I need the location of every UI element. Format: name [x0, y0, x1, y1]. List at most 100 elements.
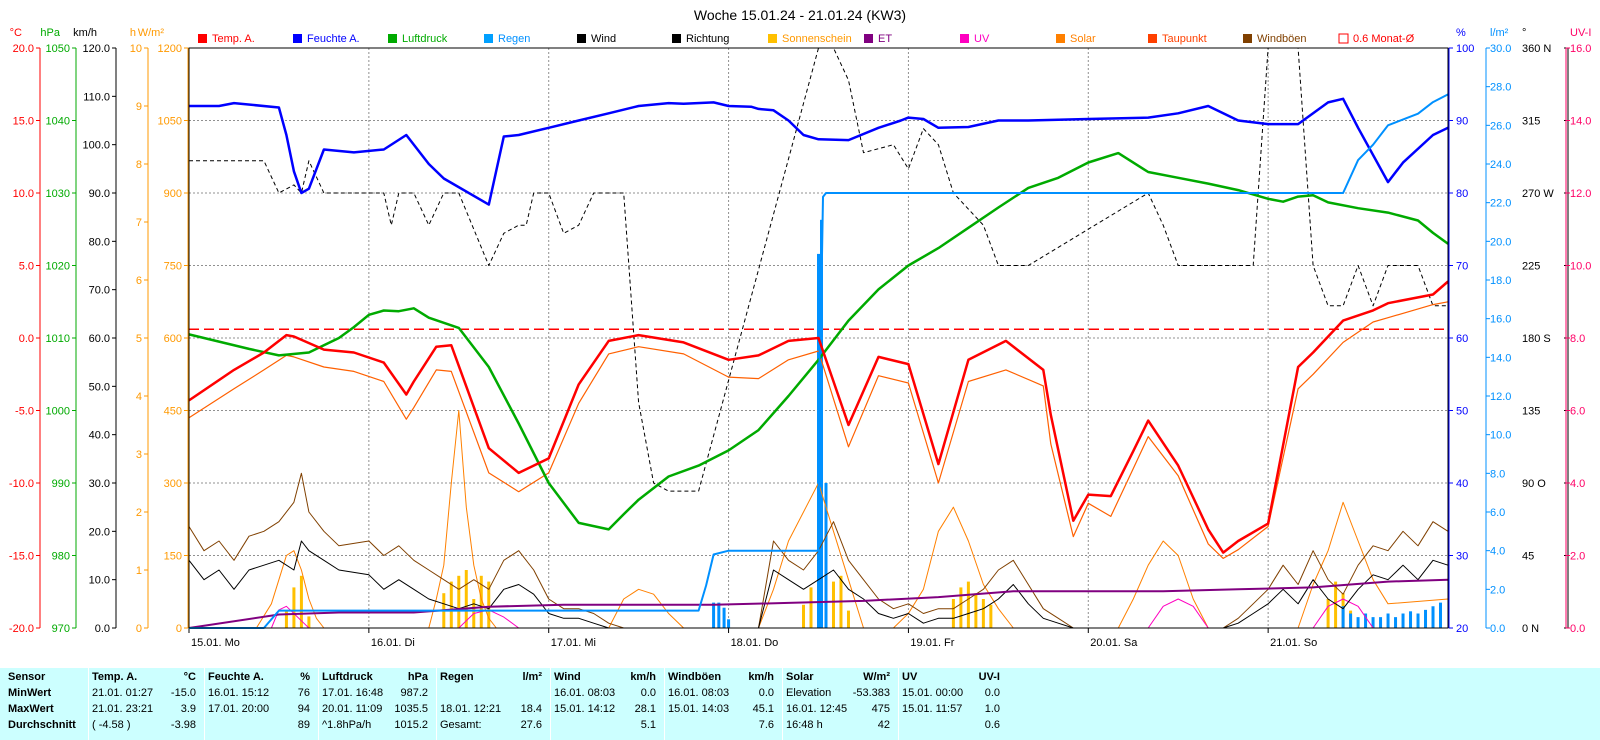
- wind-tick-label: 100.0: [82, 140, 110, 152]
- rain-rate-bar: [1356, 617, 1360, 628]
- wind-tick-label: 110.0: [83, 91, 110, 103]
- sunshine-bar: [989, 604, 993, 628]
- wind-tick-label: 120.0: [82, 43, 110, 55]
- legend-swatch: [484, 34, 493, 43]
- solar-tick-label: 600: [164, 333, 182, 345]
- summary-temp-value: -3.98: [170, 719, 196, 731]
- series-wind-line: [188, 540, 1449, 629]
- wind-tick-label: 60.0: [89, 333, 110, 345]
- legend-swatch: [672, 34, 681, 43]
- summary-uv-time: 15.01. 11:57: [902, 703, 963, 715]
- rain-rate-bar: [1341, 606, 1345, 628]
- summary-temp-time: 21.01. 23:21: [92, 703, 154, 715]
- summary-header-hum: Feuchte A.: [208, 671, 264, 683]
- summary-uv-value: 0.6: [984, 719, 1000, 731]
- rain-rate-bar: [1424, 609, 1428, 628]
- sunshine-bar: [981, 599, 985, 628]
- summary-hum-time: 17.01. 20:00: [208, 703, 270, 715]
- summary-column-separator: [318, 668, 319, 740]
- solar-tick-label: 1050: [158, 116, 182, 128]
- uv-tick-label: 6.0: [1570, 406, 1585, 418]
- sunshine-bar: [951, 599, 955, 628]
- legend-swatch: [1243, 34, 1252, 43]
- wind-tick-label: 20.0: [89, 526, 110, 538]
- wind-tick-label: 80.0: [89, 236, 110, 248]
- summary-column-separator: [898, 668, 899, 740]
- pressure-tick-label: 990: [52, 478, 70, 490]
- legend-label: Richtung: [686, 33, 729, 45]
- sunshine-bar: [802, 604, 806, 628]
- rain-tick-label: 16.0: [1490, 314, 1511, 326]
- axes: °C20.015.010.05.00.0-5.0-10.0-15.0-20.0h…: [9, 27, 1592, 649]
- rain-tick-label: 14.0: [1490, 352, 1511, 364]
- summary-wind-value: 28.1: [634, 703, 656, 715]
- summary-wind-value: 0.0: [640, 687, 656, 699]
- legend-swatch: [388, 34, 397, 43]
- rain-rate-bar: [1439, 602, 1443, 628]
- summary-gust-value: 45.1: [752, 703, 774, 715]
- humidity-axis-unit: %: [1456, 27, 1466, 39]
- sun-hours-tick-label: 8: [136, 159, 142, 171]
- summary-header-rain: Regen: [440, 671, 474, 683]
- summary-temp-time: 21.01. 01:27: [92, 687, 154, 699]
- rain-rate-bar: [1431, 606, 1435, 628]
- solar-tick-label: 0: [176, 623, 182, 635]
- rain-rate-bar: [722, 607, 726, 628]
- temp-tick-label: -5.0: [15, 406, 34, 418]
- summary-press-value: 1015.2: [394, 719, 428, 731]
- summary-hum-value: 89: [297, 719, 310, 731]
- sunshine-bar: [292, 587, 296, 628]
- summary-header-unit-rain: l/m²: [522, 671, 542, 683]
- summary-press-value: 1035.5: [394, 703, 428, 715]
- legend-label: Solar: [1070, 33, 1096, 45]
- sunshine-bar: [449, 581, 453, 628]
- rain-tick-label: 12.0: [1490, 391, 1511, 403]
- pressure-axis-unit: hPa: [40, 27, 60, 39]
- summary-table: Sensor Temp. A. °C Feuchte A.% Luftdruck hPa R…: [0, 668, 1600, 740]
- series-dewpoint-line: [188, 301, 1449, 560]
- humidity-tick-label: 60: [1456, 333, 1468, 345]
- sunshine-bar: [299, 575, 303, 628]
- rain-tick-label: 24.0: [1490, 159, 1511, 171]
- sunshine-bar: [966, 581, 970, 628]
- temp-tick-label: 10.0: [13, 188, 34, 200]
- sunshine-bar: [457, 575, 461, 628]
- sunshine-bar: [1334, 581, 1338, 628]
- summary-header-wind: Wind: [554, 671, 581, 683]
- summary-column-separator: [204, 668, 205, 740]
- legend-swatch: [1148, 34, 1157, 43]
- temp-tick-label: -10.0: [9, 478, 34, 490]
- series-rain-line: [189, 93, 1449, 629]
- summary-gust-value: 7.6: [758, 719, 774, 731]
- solar-tick-label: 300: [164, 478, 182, 490]
- legend-label: Taupunkt: [1162, 33, 1207, 45]
- pressure-tick-label: 1030: [46, 188, 70, 200]
- series-et-line: [188, 578, 1449, 629]
- summary-row-label: MinWert: [8, 687, 52, 699]
- rain-tick-label: 18.0: [1490, 275, 1511, 287]
- sunshine-bar: [831, 581, 835, 628]
- uv-tick-label: 10.0: [1570, 261, 1591, 273]
- summary-press-time: ^1.8hPa/h: [322, 719, 372, 731]
- x-tick-label: 18.01. Do: [731, 637, 779, 649]
- sunshine-bar: [487, 581, 491, 628]
- summary-solar-time: Elevation: [786, 687, 832, 699]
- summary-solar-value: 475: [871, 703, 890, 715]
- summary-header-solar: Solar: [786, 671, 814, 683]
- solar-axis-unit: W/m²: [138, 27, 165, 39]
- uv-tick-label: 14.0: [1570, 116, 1591, 128]
- direction-axis-unit: °: [1522, 27, 1526, 39]
- sun-hours-tick-label: 6: [136, 275, 142, 287]
- temp-tick-label: 20.0: [13, 43, 34, 55]
- summary-wind-time: 15.01. 14:12: [554, 703, 616, 715]
- series-gusts-line: [188, 472, 1449, 629]
- rain-rate-bar: [727, 619, 731, 628]
- rain-rate-bar: [717, 602, 721, 628]
- rain-tick-label: 20.0: [1490, 236, 1511, 248]
- summary-solar-time: 16.01. 12:45: [786, 703, 848, 715]
- rain-rate-bar: [824, 483, 828, 628]
- summary-gust-value: 0.0: [758, 687, 774, 699]
- rain-rate-bar: [1409, 611, 1413, 628]
- sunshine-bar: [1326, 599, 1330, 628]
- summary-temp-value: -15.0: [170, 687, 196, 699]
